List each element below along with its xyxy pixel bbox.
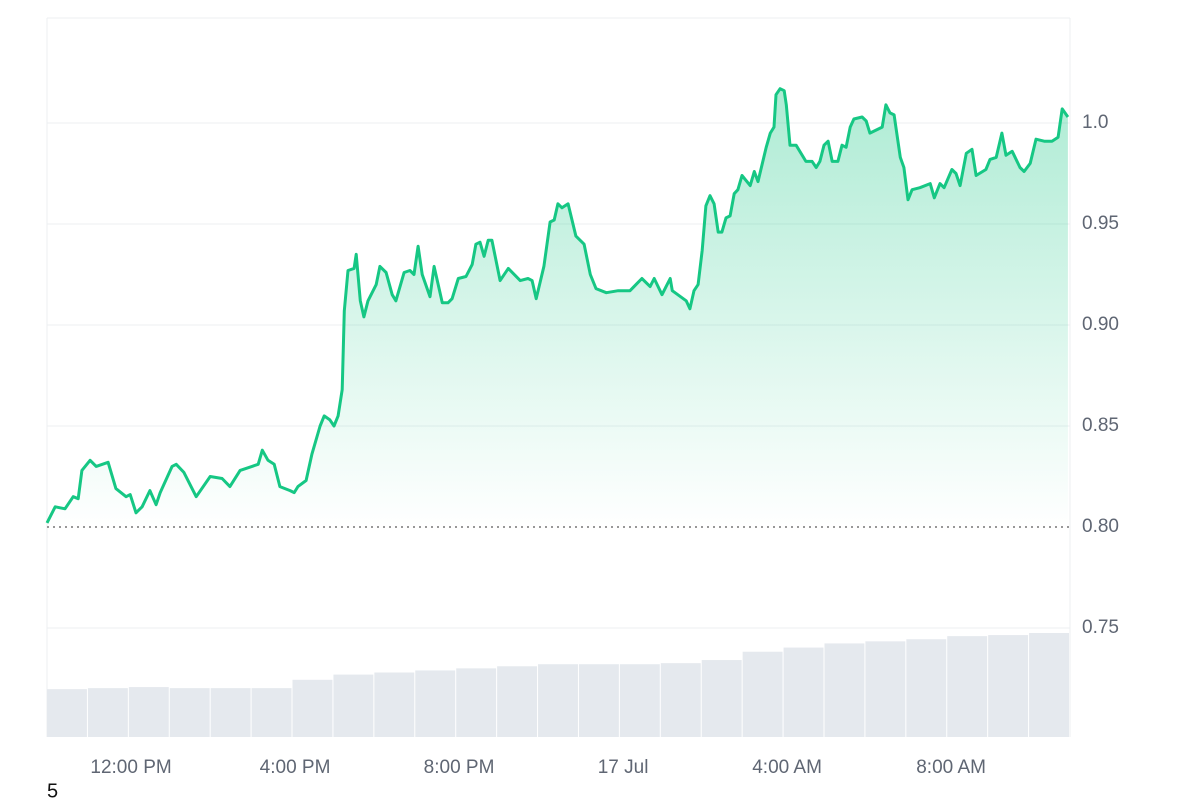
volume-bar	[578, 664, 619, 737]
volume-bar	[456, 668, 497, 737]
price-line	[45, 87, 1070, 524]
y-tick-label: 0.95	[1082, 213, 1119, 234]
volume-bar	[415, 670, 456, 737]
volume-bar	[947, 636, 988, 737]
volume-bar	[292, 679, 333, 737]
x-tick-label: 4:00 PM	[260, 757, 331, 778]
x-tick-label: 17 Jul	[598, 757, 649, 778]
volume-bar	[660, 663, 701, 737]
x-tick-label: 8:00 AM	[916, 757, 986, 778]
volume-bar	[865, 641, 906, 737]
volume-bar	[87, 688, 128, 737]
volume-bar	[988, 635, 1029, 737]
volume-bar	[333, 674, 374, 737]
volume-bar	[210, 688, 251, 737]
volume-bar	[538, 664, 578, 737]
volume-bar	[169, 688, 210, 737]
volume-bar	[701, 660, 742, 737]
volume-bar	[128, 687, 169, 737]
volume-bar	[497, 666, 538, 737]
volume-bar	[251, 688, 292, 737]
x-tick-label: 12:00 PM	[90, 757, 171, 778]
y-tick-label: 0.90	[1082, 314, 1119, 335]
x-tick-label: 8:00 PM	[424, 757, 495, 778]
volume-bar	[824, 643, 865, 737]
footnote: 5	[47, 780, 58, 800]
volume-bar	[374, 672, 415, 737]
volume-bar	[742, 651, 783, 737]
y-tick-label: 0.85	[1082, 415, 1119, 436]
y-tick-label: 0.75	[1082, 617, 1119, 638]
y-tick-label: 0.80	[1082, 516, 1119, 537]
y-tick-label: 1.0	[1082, 112, 1108, 133]
volume-bar	[619, 664, 660, 737]
volume-bar	[783, 647, 824, 737]
x-tick-label: 4:00 AM	[752, 757, 822, 778]
area	[47, 88, 1068, 527]
volume-bar	[1029, 633, 1069, 737]
volume-bar	[47, 689, 87, 737]
volume-bar	[906, 639, 947, 737]
